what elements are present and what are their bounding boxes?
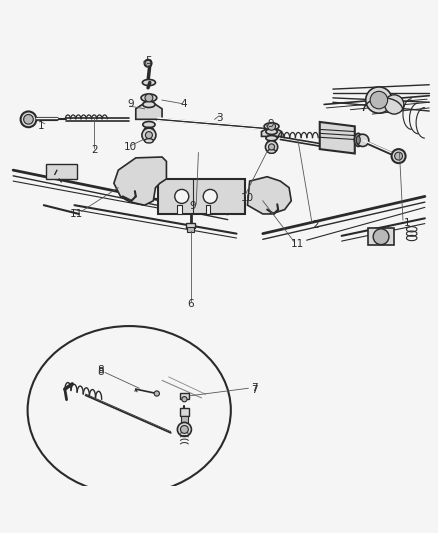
Text: 1: 1	[404, 217, 411, 228]
Text: 2: 2	[312, 220, 319, 230]
Text: 9: 9	[267, 119, 274, 128]
Polygon shape	[320, 122, 355, 154]
Circle shape	[142, 128, 156, 142]
Circle shape	[180, 425, 188, 433]
Ellipse shape	[266, 129, 277, 134]
Circle shape	[268, 123, 276, 130]
Text: 9: 9	[127, 99, 134, 109]
Circle shape	[370, 91, 388, 109]
Text: 4: 4	[180, 100, 187, 109]
Bar	[206, 205, 210, 214]
Bar	[187, 227, 194, 232]
Text: 9: 9	[189, 201, 196, 211]
Text: 1: 1	[38, 122, 45, 131]
Circle shape	[366, 87, 392, 113]
Ellipse shape	[266, 135, 277, 141]
Circle shape	[385, 95, 404, 114]
Bar	[180, 408, 189, 416]
Text: 11: 11	[70, 209, 83, 219]
Circle shape	[24, 115, 33, 124]
Circle shape	[145, 60, 152, 67]
Ellipse shape	[356, 136, 360, 144]
Circle shape	[21, 111, 36, 127]
Circle shape	[175, 189, 189, 204]
Text: 6: 6	[187, 298, 194, 309]
Circle shape	[265, 141, 278, 153]
Bar	[368, 228, 394, 246]
Text: 8: 8	[97, 365, 104, 375]
Text: 5: 5	[145, 55, 152, 66]
Ellipse shape	[264, 123, 279, 130]
Circle shape	[395, 152, 403, 160]
Text: 2: 2	[91, 146, 98, 156]
Bar	[186, 223, 195, 228]
Polygon shape	[158, 179, 245, 214]
Circle shape	[373, 229, 389, 245]
Circle shape	[177, 423, 191, 437]
Ellipse shape	[143, 122, 155, 128]
Ellipse shape	[354, 133, 362, 147]
Circle shape	[268, 144, 275, 150]
Text: 11: 11	[291, 239, 304, 249]
Circle shape	[145, 132, 152, 139]
Text: 3: 3	[215, 112, 223, 123]
Bar	[180, 393, 189, 399]
Text: 10: 10	[124, 142, 137, 152]
Ellipse shape	[142, 79, 155, 86]
Circle shape	[182, 397, 187, 402]
Ellipse shape	[143, 101, 155, 108]
Circle shape	[154, 391, 159, 396]
Polygon shape	[247, 177, 291, 214]
Circle shape	[392, 149, 406, 163]
Circle shape	[203, 189, 217, 204]
Polygon shape	[114, 157, 166, 205]
Polygon shape	[261, 129, 282, 136]
Text: 7: 7	[251, 383, 258, 393]
Ellipse shape	[28, 326, 231, 494]
Ellipse shape	[268, 149, 276, 154]
Ellipse shape	[145, 139, 153, 143]
Circle shape	[357, 134, 369, 147]
Ellipse shape	[144, 127, 154, 133]
Bar	[181, 416, 188, 424]
Text: 7: 7	[251, 385, 258, 395]
Text: 8: 8	[97, 367, 104, 377]
Ellipse shape	[141, 94, 157, 102]
Text: 10: 10	[241, 193, 254, 203]
Bar	[177, 205, 182, 214]
Ellipse shape	[267, 141, 276, 145]
Polygon shape	[136, 104, 162, 119]
Bar	[46, 164, 77, 179]
Circle shape	[145, 94, 153, 102]
